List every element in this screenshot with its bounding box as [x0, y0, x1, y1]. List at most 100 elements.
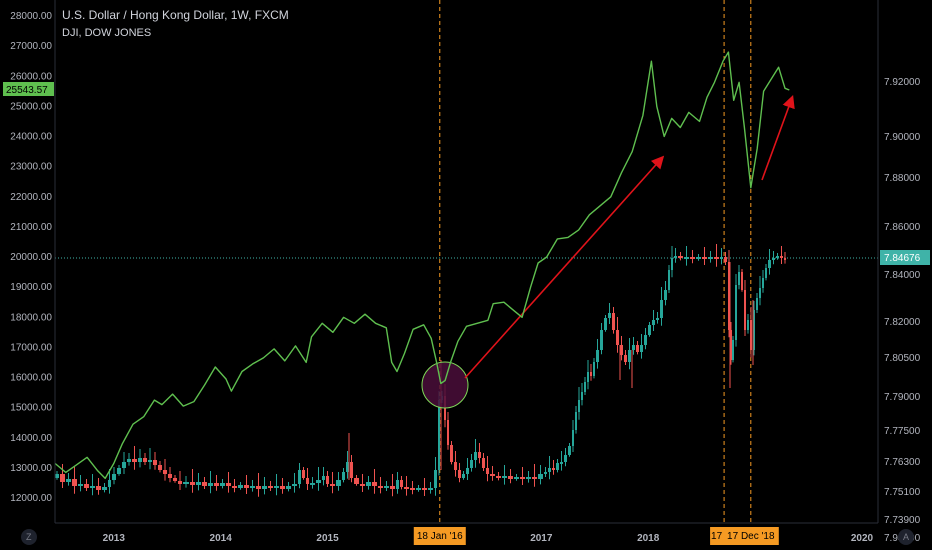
time-tick-label: 2018 — [637, 533, 660, 544]
candle-body — [220, 483, 225, 486]
candle-body — [750, 320, 752, 350]
left-tick-label: 13000.00 — [10, 463, 52, 474]
candle-body — [730, 330, 732, 360]
candle-body — [616, 330, 619, 345]
candle-body — [55, 474, 59, 478]
candle-body — [640, 345, 643, 352]
left-tick-label: 21000.00 — [10, 222, 52, 233]
left-tick-label: 15000.00 — [10, 403, 52, 414]
time-tick-label: 2017 — [530, 533, 553, 544]
candle-body — [153, 460, 157, 465]
candle-body — [564, 455, 567, 462]
candle-body — [738, 272, 740, 285]
left-price-axis[interactable]: 28000.00 27000.00 26000.00 25000.00 24000.00… — [10, 11, 52, 504]
candle-body — [762, 278, 764, 288]
candle-body — [636, 345, 639, 352]
candle-body — [256, 486, 261, 489]
candle-body — [520, 477, 525, 479]
left-tick-label: 27000.00 — [10, 41, 52, 52]
left-current-badge: 25543.57 — [3, 82, 54, 96]
candle-body — [390, 486, 395, 489]
candle-body — [336, 480, 341, 486]
candle-body — [584, 382, 586, 392]
candle-body — [298, 470, 301, 484]
candle-body — [486, 468, 489, 474]
corner-right-label: A — [903, 532, 909, 542]
candle-body — [496, 476, 501, 478]
candle-body — [202, 482, 207, 486]
candle-body — [772, 258, 775, 260]
candle-body — [286, 486, 291, 489]
candle-body — [112, 474, 116, 480]
candle-body — [744, 290, 746, 330]
left-tick-label: 25000.00 — [10, 101, 52, 112]
candle-body — [400, 480, 403, 487]
candle-body — [250, 486, 255, 488]
corner-right-button[interactable]: A — [898, 529, 914, 545]
right-tick-label: 7.76300 — [884, 457, 921, 468]
candle-body — [378, 486, 383, 488]
candle-body — [572, 430, 574, 446]
candle-body — [578, 400, 580, 412]
left-tick-label: 18000.00 — [10, 312, 52, 323]
candle-body — [628, 350, 631, 362]
right-tick-label: 7.73900 — [884, 515, 921, 526]
trend-arrow-short — [761, 94, 795, 181]
candle-body — [196, 482, 201, 485]
candle-body — [581, 392, 583, 400]
candle-body — [208, 483, 213, 486]
dow-series — [54, 51, 790, 480]
candle-body — [482, 458, 485, 468]
candle-body — [127, 459, 131, 462]
right-tick-label: 7.86000 — [884, 222, 921, 233]
candle-body — [466, 468, 469, 474]
candle-body — [244, 485, 249, 488]
candle-body — [753, 310, 755, 350]
candle-body — [232, 486, 237, 488]
corner-left-button[interactable]: Z — [21, 529, 37, 545]
candle-body — [366, 482, 371, 486]
candle-body — [644, 335, 647, 345]
right-current-badge-bg — [880, 250, 930, 265]
candle-body — [490, 474, 495, 476]
right-current-badge: 7.84676 — [880, 250, 930, 265]
left-tick-label: 24000.00 — [10, 132, 52, 143]
candle-body — [708, 257, 713, 259]
right-tick-label: 7.80500 — [884, 353, 921, 364]
candle-body — [674, 256, 677, 258]
candle-body — [590, 372, 592, 376]
candle-body — [454, 462, 457, 470]
candle-body — [122, 462, 126, 468]
corner-right-bg — [898, 529, 914, 545]
candle-body — [326, 476, 329, 484]
candle-body — [652, 320, 655, 325]
candle-body — [316, 480, 321, 483]
candle-body — [350, 462, 353, 478]
candle-body — [148, 460, 152, 462]
candle-body — [696, 257, 701, 259]
candle-body — [502, 476, 507, 478]
candle-body — [396, 480, 399, 489]
candle-body — [508, 476, 513, 479]
candle-body — [690, 257, 695, 259]
candle-body — [735, 285, 737, 340]
candle-body — [306, 478, 309, 484]
candle-body — [90, 486, 95, 488]
candle-body — [604, 318, 607, 330]
candle-body — [560, 462, 563, 464]
candle-body — [776, 256, 779, 258]
candle-body — [226, 483, 231, 486]
candle-body — [66, 479, 71, 482]
left-tick-label: 26000.00 — [10, 71, 52, 82]
candle-body — [747, 320, 749, 330]
candle-body — [702, 257, 707, 259]
candle-body — [660, 300, 663, 318]
candle-body — [268, 486, 273, 488]
candle-body — [78, 484, 83, 486]
candle-body — [60, 474, 65, 482]
candle-body — [768, 260, 771, 268]
candle-body — [668, 270, 670, 290]
right-tick-label: 7.79000 — [884, 392, 921, 403]
candle-body — [780, 256, 783, 258]
